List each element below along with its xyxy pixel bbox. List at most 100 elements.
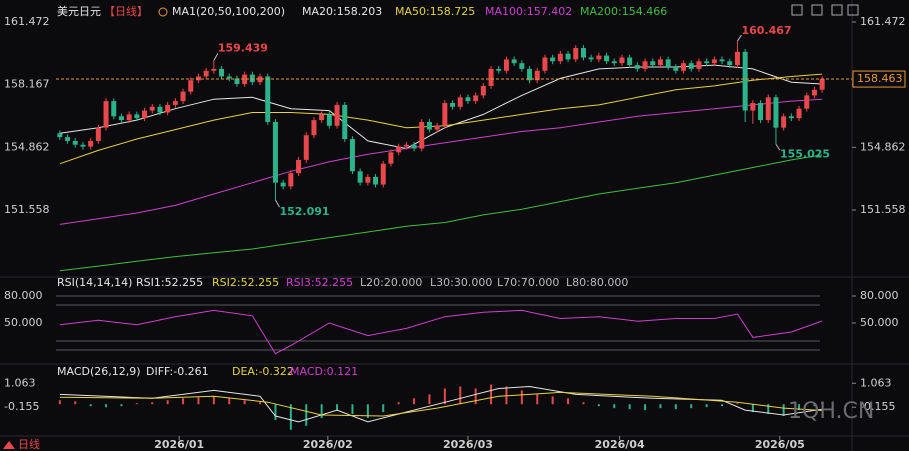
x-tick-label: 2026/04: [595, 438, 645, 451]
candle-body: [172, 101, 178, 105]
candle-body: [365, 176, 371, 183]
macd-line: [59, 391, 823, 417]
candle-body: [742, 51, 748, 111]
candle-body: [627, 57, 633, 66]
candle-body: [650, 61, 656, 66]
candle-body: [180, 91, 186, 102]
panel-title: MACD(26,12,9): [57, 365, 141, 378]
candle-body: [611, 61, 617, 64]
candle-body: [542, 57, 548, 71]
period-tab[interactable]: 日线: [18, 437, 40, 451]
toolbar-icon[interactable]: [811, 4, 823, 16]
candle-body: [480, 85, 486, 96]
candle-body: [311, 120, 317, 136]
candle-body: [773, 97, 779, 128]
candle-body: [272, 121, 278, 183]
y-tick-label: 80.000: [4, 289, 43, 302]
settings-icon[interactable]: [158, 7, 168, 17]
candle-body: [788, 116, 794, 119]
candle-body: [165, 104, 171, 113]
candle-body: [781, 116, 787, 128]
toolbar-icon[interactable]: [847, 4, 859, 16]
panel-title: RSI(14,14,14): [57, 276, 132, 289]
candle-body: [465, 97, 471, 102]
panel-label: L30:30.000: [430, 276, 492, 289]
y-tick-label: 158.167: [4, 78, 50, 91]
candle-body: [349, 139, 355, 172]
candle-body: [149, 106, 155, 111]
panel-label: L20:20.000: [360, 276, 422, 289]
candle-body: [319, 114, 325, 121]
toolbar-icon[interactable]: [791, 4, 803, 16]
candle-body: [411, 144, 417, 149]
candle-body: [534, 70, 540, 81]
candle-body: [234, 78, 240, 85]
x-tick-label: 2026/03: [443, 438, 493, 451]
legend-label: MA50:158.725: [395, 5, 475, 18]
candle-body: [257, 76, 263, 83]
candle-body: [511, 59, 517, 64]
candle-body: [573, 48, 579, 60]
candle-body: [388, 152, 394, 164]
candle-body: [758, 103, 764, 121]
y-tick-label-right: 1.063: [860, 376, 892, 389]
candle-body: [334, 104, 340, 126]
candle-body: [750, 103, 756, 111]
candle-body: [619, 57, 625, 64]
x-tick-label: 2026/02: [303, 438, 353, 451]
candle-body: [142, 110, 148, 119]
legend-label: MA200:154.466: [580, 5, 667, 18]
extreme-pointer: [775, 143, 781, 151]
candle-body: [249, 74, 255, 83]
candle-body: [118, 116, 124, 121]
extreme-label: 159.439: [218, 42, 268, 55]
candle-body: [72, 140, 78, 145]
x-tick-label: 2026/05: [755, 438, 805, 451]
candle-body: [688, 63, 694, 69]
candle-body: [711, 59, 717, 64]
candle-body: [796, 108, 802, 119]
toolbar-icon[interactable]: [831, 4, 843, 16]
candle-body: [426, 121, 432, 130]
legend-label: MA20:158.203: [302, 5, 382, 18]
watermark: 1QH.CN: [788, 399, 874, 424]
extreme-label: 152.091: [279, 205, 329, 218]
candle-body: [242, 74, 248, 85]
period[interactable]: 【日线】: [104, 4, 148, 18]
candle-body: [734, 51, 740, 66]
indicator: MA1(20,50,100,200): [172, 5, 285, 18]
panel-label: DIFF:-0.261: [146, 365, 209, 378]
candle-body: [457, 97, 463, 107]
candle-body: [696, 61, 702, 69]
ma-line: [59, 98, 823, 225]
extreme-label: 155.025: [780, 147, 830, 160]
candle-body: [665, 59, 671, 67]
last-price-label: 158.463: [857, 72, 903, 85]
candle-body: [203, 70, 209, 77]
candle-body: [103, 101, 109, 128]
candle-body: [280, 182, 286, 187]
candle-body: [303, 135, 309, 160]
candle-body: [396, 146, 402, 153]
y-tick-label-right: 154.862: [860, 140, 906, 153]
extreme-pointer: [737, 34, 742, 42]
candle-body: [503, 59, 509, 71]
candle-body: [565, 53, 571, 60]
candle-body: [188, 80, 194, 92]
panel-label: RSI3:52.255: [286, 276, 353, 289]
candle-body: [681, 63, 687, 71]
tab-arrow: [3, 441, 15, 449]
candle-body: [326, 114, 332, 126]
y-tick-label-right: 50.000: [860, 316, 899, 329]
candle-body: [296, 159, 302, 174]
panel-label: RSI2:52.255: [212, 276, 279, 289]
candle-body: [642, 61, 648, 69]
candle-body: [657, 59, 663, 66]
y-tick-label: 1.063: [4, 376, 36, 389]
candle-body: [419, 121, 425, 149]
candle-body: [157, 106, 163, 113]
candle-body: [65, 137, 71, 141]
symbol: 美元日元: [57, 5, 101, 18]
